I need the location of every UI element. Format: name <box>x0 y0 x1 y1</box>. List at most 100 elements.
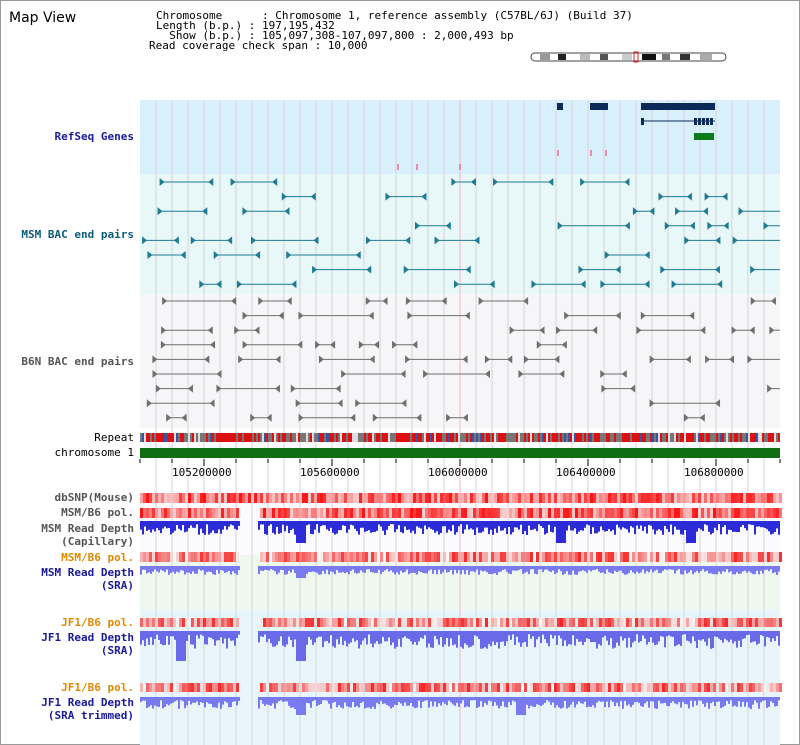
depth-bar <box>326 631 328 641</box>
repeat-segment <box>686 433 688 442</box>
depth-bar <box>484 697 486 703</box>
heatmap-cell <box>596 552 599 562</box>
heatmap-cell <box>482 508 485 518</box>
depth-bar <box>386 566 388 570</box>
track-label-b6n-bac[interactable]: B6N BAC end pairs <box>21 355 134 368</box>
heatmap-cell <box>506 493 509 503</box>
depth-bar <box>434 521 436 533</box>
track-label-chromosome[interactable]: chromosome 1 <box>54 446 134 459</box>
track-label-msm-depth-capillary[interactable]: MSM Read Depth <box>41 522 134 535</box>
heatmap-cell <box>158 493 161 503</box>
heatmap-cell <box>704 552 707 562</box>
depth-bar <box>768 521 770 532</box>
track-label-msm-bac[interactable]: MSM BAC end pairs <box>21 228 134 241</box>
track-label-dbsnp[interactable]: dbSNP(Mouse) <box>54 491 134 504</box>
depth-bar <box>604 521 606 532</box>
heatmap-cell <box>188 552 191 562</box>
depth-bar <box>300 631 302 661</box>
depth-bar <box>640 631 642 642</box>
msm-bac-end-pairs-track[interactable] <box>142 178 780 289</box>
depth-bar <box>442 566 444 573</box>
depth-bar <box>568 631 570 645</box>
track-label-jf1-b6-pol-2[interactable]: JF1/B6 pol. <box>61 681 134 694</box>
depth-bar <box>560 631 562 639</box>
track-label-repeat[interactable]: Repeat <box>94 431 134 444</box>
depth-bar <box>600 697 602 702</box>
heatmap-cell <box>716 683 719 692</box>
heatmap-cell <box>194 508 197 518</box>
heatmap-cell <box>209 683 212 692</box>
heatmap-cell <box>608 493 611 503</box>
track-label-jf1-b6-pol[interactable]: JF1/B6 pol. <box>61 616 134 629</box>
depth-bar <box>756 566 758 571</box>
read-depth-tracks[interactable] <box>140 521 780 715</box>
heatmap-cell <box>671 683 674 692</box>
depth-bar <box>234 566 236 574</box>
heatmap-cell <box>704 683 707 692</box>
heatmap-cell <box>380 552 383 562</box>
chromosome-bar[interactable] <box>140 448 780 458</box>
depth-bar <box>358 631 360 649</box>
bac-end-marker <box>731 326 737 335</box>
depth-bar <box>738 631 740 641</box>
repeat-segment <box>222 433 224 442</box>
track-label-jf1-depth-trimmed[interactable]: JF1 Read Depth <box>41 696 134 709</box>
refseq-genes-track[interactable] <box>397 103 715 170</box>
heatmap-cell <box>347 618 350 627</box>
depth-bar <box>208 631 210 638</box>
depth-bar <box>600 521 602 527</box>
depth-bar <box>632 697 634 705</box>
depth-bar <box>632 631 634 643</box>
repeat-track[interactable] <box>140 433 780 442</box>
heatmap-cell <box>197 493 200 503</box>
b6n-bac-end-pairs-track[interactable] <box>146 297 780 422</box>
depth-bar <box>752 521 754 526</box>
track-label-msm-b6-pol[interactable]: MSM/B6 pol. <box>61 506 134 519</box>
depth-bar <box>314 697 316 701</box>
heatmap-cell <box>218 683 221 692</box>
heatmap-cell <box>500 618 503 627</box>
track-label-jf1-depth[interactable]: JF1 Read Depth <box>41 631 134 644</box>
depth-bar <box>624 566 626 575</box>
depth-bar <box>734 521 736 532</box>
heatmap-tracks[interactable] <box>140 493 782 692</box>
heatmap-cell <box>458 683 461 692</box>
depth-bar <box>164 631 166 646</box>
heatmap-cell <box>560 618 563 627</box>
depth-bar <box>412 566 414 573</box>
heatmap-cell <box>188 508 191 518</box>
repeat-segment <box>368 433 370 442</box>
depth-bar <box>276 697 278 704</box>
depth-bar <box>602 521 604 531</box>
bac-end-marker <box>707 221 713 230</box>
bac-end-marker <box>199 280 205 289</box>
heatmap-cell <box>353 683 356 692</box>
depth-bar <box>276 631 278 645</box>
bac-end-marker <box>630 384 636 393</box>
depth-bar <box>524 521 526 532</box>
bac-end-marker <box>405 297 411 305</box>
heatmap-cell <box>710 618 713 627</box>
depth-bar <box>420 566 422 573</box>
depth-bar <box>582 566 584 571</box>
bac-end-marker <box>242 340 248 349</box>
depth-bar <box>472 566 474 572</box>
track-label-refseq-genes[interactable]: RefSeq Genes <box>54 130 134 143</box>
heatmap-cell <box>299 618 302 627</box>
track-label-msm-b6-pol-2[interactable]: MSM/B6 pol. <box>61 551 134 564</box>
depth-bar <box>692 521 694 543</box>
heatmap-cell <box>182 683 185 692</box>
depth-bar <box>158 697 160 707</box>
heatmap-cell <box>155 508 158 518</box>
heatmap-cell <box>767 508 770 518</box>
track-label-msm-depth-sra[interactable]: MSM Read Depth <box>41 566 134 579</box>
heatmap-cell <box>410 508 413 518</box>
heatmap-cell <box>263 683 266 692</box>
repeat-segment <box>336 433 338 442</box>
heatmap-cell <box>746 508 749 518</box>
chromosome-ideogram[interactable] <box>530 51 727 63</box>
depth-bar <box>260 631 262 637</box>
heatmap-cell <box>425 618 428 627</box>
heatmap-cell <box>662 493 665 503</box>
repeat-segment <box>734 433 736 442</box>
